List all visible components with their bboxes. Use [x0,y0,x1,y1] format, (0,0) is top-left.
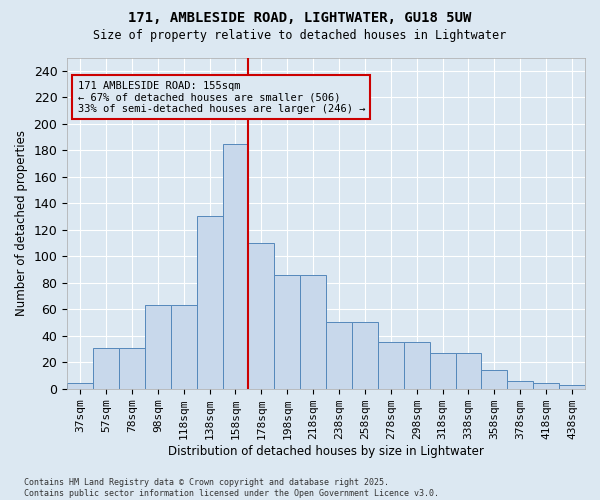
Bar [481,370,508,388]
Y-axis label: Number of detached properties: Number of detached properties [15,130,28,316]
Bar [67,384,93,388]
Bar [223,144,248,388]
Bar [248,243,274,388]
Text: 171 AMBLESIDE ROAD: 155sqm
← 67% of detached houses are smaller (506)
33% of sem: 171 AMBLESIDE ROAD: 155sqm ← 67% of deta… [77,80,365,114]
X-axis label: Distribution of detached houses by size in Lightwater: Distribution of detached houses by size … [168,444,484,458]
Bar [171,306,197,388]
Bar [197,216,223,388]
Bar [455,353,481,388]
Bar [430,353,455,388]
Bar [119,348,145,389]
Bar [533,384,559,388]
Bar [378,342,404,388]
Text: Contains HM Land Registry data © Crown copyright and database right 2025.
Contai: Contains HM Land Registry data © Crown c… [24,478,439,498]
Bar [559,384,585,388]
Bar [300,275,326,388]
Bar [352,322,378,388]
Bar [274,275,300,388]
Bar [404,342,430,388]
Text: 171, AMBLESIDE ROAD, LIGHTWATER, GU18 5UW: 171, AMBLESIDE ROAD, LIGHTWATER, GU18 5U… [128,11,472,25]
Bar [93,348,119,389]
Bar [145,306,171,388]
Bar [508,381,533,388]
Text: Size of property relative to detached houses in Lightwater: Size of property relative to detached ho… [94,29,506,42]
Bar [326,322,352,388]
